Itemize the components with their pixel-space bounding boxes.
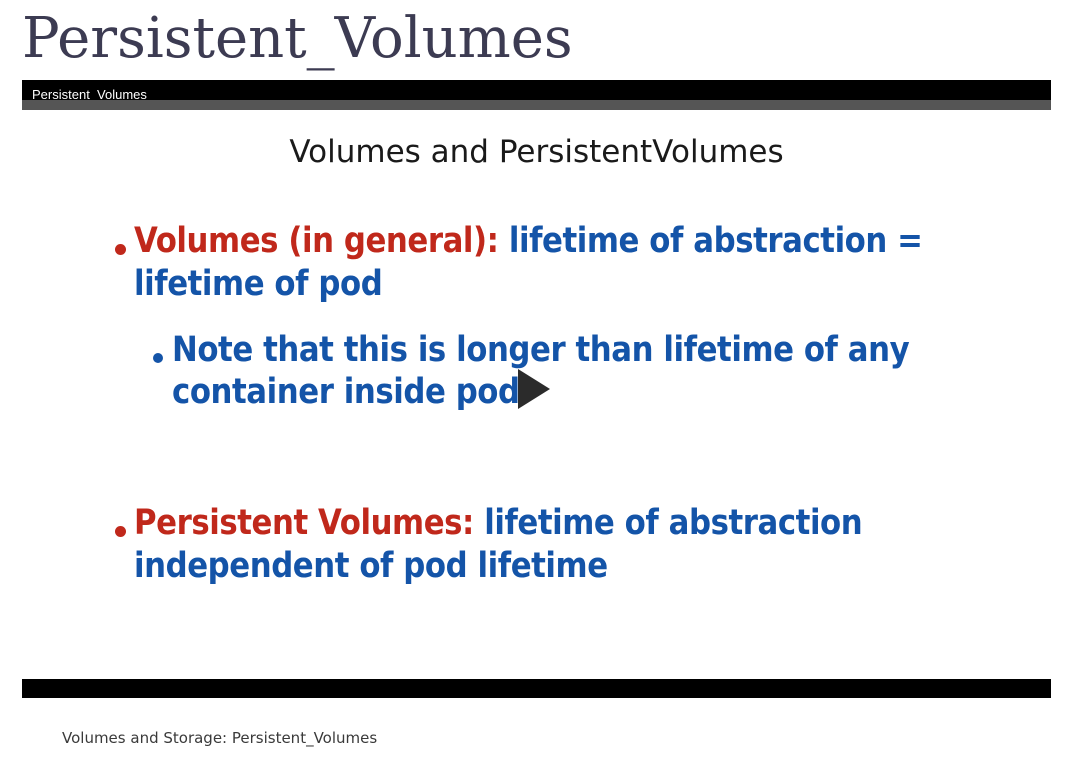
bullet-2-term: Persistent Volumes: [134, 503, 474, 543]
bullet-2-line-1: Persistent Volumes: lifetime of abstract… [134, 502, 863, 545]
player-title: Persistent_Volumes [32, 87, 147, 102]
bullet-dot [115, 244, 126, 255]
bullet-dot [115, 526, 126, 537]
video-caption: Volumes and Storage: Persistent_Volumes [62, 729, 378, 747]
player-progress-strip[interactable] [22, 100, 1051, 110]
bullet-2-line-2: independent of pod lifetime [134, 546, 608, 586]
play-button[interactable] [516, 367, 556, 411]
sub-bullet-line-1: Note that this is longer than lifetime o… [172, 330, 910, 370]
video-player[interactable]: Persistent_Volumes Volumes and Persisten… [22, 80, 1051, 698]
page-title: Persistent_Volumes [22, 6, 573, 71]
bullet-1-text: lifetime of abstraction = [508, 221, 923, 261]
slide-heading: Volumes and PersistentVolumes [289, 134, 784, 170]
bullet-1-line-1: Volumes (in general): lifetime of abstra… [134, 220, 923, 263]
player-title-bar: Persistent_Volumes [22, 80, 1051, 102]
bullet-1-line-2: lifetime of pod [134, 264, 383, 304]
player-control-bar[interactable] [22, 679, 1051, 698]
sub-bullet-line-2: container inside pod [172, 372, 520, 412]
sub-bullet-dot [153, 353, 163, 363]
bullet-1-term: Volumes (in general): [134, 221, 499, 261]
play-icon [518, 369, 550, 409]
bullet-2-text: lifetime of abstraction [484, 503, 863, 543]
